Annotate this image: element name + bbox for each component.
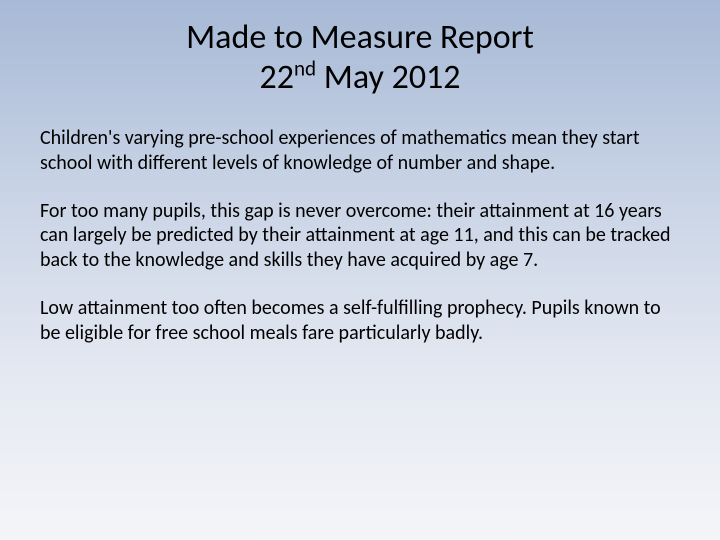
title-line-2: 22nd May 2012 bbox=[40, 58, 680, 98]
paragraph-2: For too many pupils, this gap is never o… bbox=[40, 199, 680, 272]
paragraph-3: Low attainment too often becomes a self-… bbox=[40, 296, 680, 345]
title-date-day: 22 bbox=[259, 57, 293, 98]
title-line-1: Made to Measure Report bbox=[40, 18, 680, 58]
title-date-ordinal: nd bbox=[294, 56, 316, 82]
body-text: Children's varying pre-school experience… bbox=[40, 126, 680, 345]
slide: Made to Measure Report 22nd May 2012 Chi… bbox=[0, 0, 720, 540]
paragraph-1: Children's varying pre-school experience… bbox=[40, 126, 680, 175]
title-date-rest: May 2012 bbox=[316, 57, 460, 98]
title-block: Made to Measure Report 22nd May 2012 bbox=[40, 18, 680, 98]
